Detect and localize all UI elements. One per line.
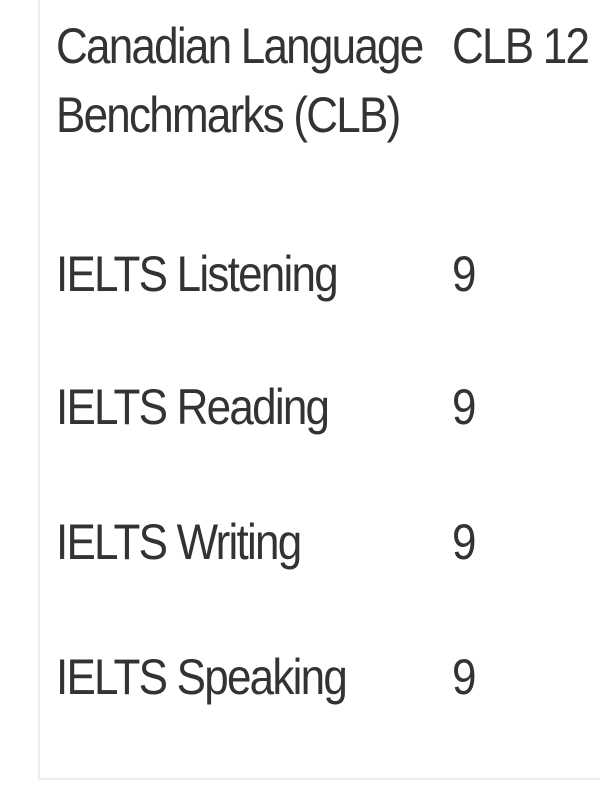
score-value: CLB 12: [452, 18, 590, 74]
score-label-line: Benchmarks (CLB): [56, 87, 401, 143]
score-value: 9: [452, 514, 476, 570]
table-row: IELTS Reading 9: [40, 373, 600, 443]
table-row: IELTS Listening 9: [40, 240, 600, 310]
table-row: IELTS Speaking 9: [40, 643, 600, 713]
score-label: Canadian Language Benchmarks (CLB): [56, 12, 424, 150]
score-value: 9: [452, 649, 476, 705]
table-row: IELTS Writing 9: [40, 508, 600, 578]
score-label: IELTS Listening: [56, 246, 339, 302]
table-row: Canadian Language Benchmarks (CLB) CLB 1…: [40, 12, 600, 172]
score-value: 9: [452, 246, 476, 302]
score-label-line: Canadian Language: [56, 18, 424, 74]
score-label: IELTS Reading: [56, 379, 330, 435]
score-label: IELTS Speaking: [56, 649, 348, 705]
language-scores-table: Canadian Language Benchmarks (CLB) CLB 1…: [38, 0, 600, 780]
score-value: 9: [452, 379, 476, 435]
score-label: IELTS Writing: [56, 514, 302, 570]
